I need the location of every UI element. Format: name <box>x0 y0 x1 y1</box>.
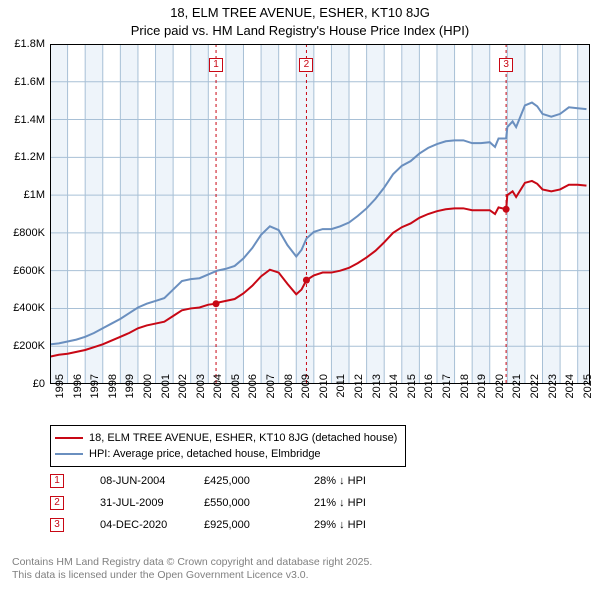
title-line1: 18, ELM TREE AVENUE, ESHER, KT10 8JG <box>0 4 600 22</box>
sale-row-price: £925,000 <box>204 519 314 531</box>
chart-container: 18, ELM TREE AVENUE, ESHER, KT10 8JG Pri… <box>0 0 600 590</box>
attribution-line1: Contains HM Land Registry data © Crown c… <box>12 556 372 569</box>
x-tick-label: 2011 <box>335 374 347 414</box>
sale-row-diff: 28% ↓ HPI <box>314 475 454 487</box>
sale-row: 231-JUL-2009£550,00021% ↓ HPI <box>45 492 454 514</box>
x-tick-label: 2024 <box>564 374 576 414</box>
y-tick-label: £200K <box>0 340 45 352</box>
sale-row-marker: 2 <box>50 496 64 510</box>
y-tick-label: £400K <box>0 302 45 314</box>
legend-label: 18, ELM TREE AVENUE, ESHER, KT10 8JG (de… <box>89 432 397 444</box>
x-tick-label: 2001 <box>160 374 172 414</box>
x-tick-label: 2000 <box>142 374 154 414</box>
y-tick-label: £1.2M <box>0 151 45 163</box>
x-tick-label: 2014 <box>388 374 400 414</box>
x-tick-label: 2002 <box>177 374 189 414</box>
x-tick-label: 1999 <box>124 374 136 414</box>
x-tick-label: 2009 <box>300 374 312 414</box>
sale-row: 304-DEC-2020£925,00029% ↓ HPI <box>45 514 454 536</box>
y-tick-label: £600K <box>0 265 45 277</box>
title-line2: Price paid vs. HM Land Registry's House … <box>0 22 600 40</box>
x-tick-label: 1998 <box>107 374 119 414</box>
x-tick-label: 2013 <box>371 374 383 414</box>
sale-row-price: £425,000 <box>204 475 314 487</box>
x-tick-label: 2006 <box>247 374 259 414</box>
legend-swatch <box>55 437 83 439</box>
x-tick-label: 2017 <box>441 374 453 414</box>
legend: 18, ELM TREE AVENUE, ESHER, KT10 8JG (de… <box>50 425 406 467</box>
x-tick-label: 2015 <box>406 374 418 414</box>
x-tick-label: 2025 <box>582 374 594 414</box>
sale-marker-1: 1 <box>209 58 223 72</box>
sale-row-diff: 21% ↓ HPI <box>314 497 454 509</box>
attribution: Contains HM Land Registry data © Crown c… <box>12 556 372 582</box>
attribution-line2: This data is licensed under the Open Gov… <box>12 569 372 582</box>
title-block: 18, ELM TREE AVENUE, ESHER, KT10 8JG Pri… <box>0 0 600 39</box>
plot-svg <box>50 44 590 384</box>
sale-row-marker: 1 <box>50 474 64 488</box>
x-tick-label: 1995 <box>54 374 66 414</box>
y-tick-label: £1M <box>0 189 45 201</box>
x-tick-label: 1996 <box>72 374 84 414</box>
sales-table: 108-JUN-2004£425,00028% ↓ HPI231-JUL-200… <box>45 470 454 536</box>
legend-label: HPI: Average price, detached house, Elmb… <box>89 448 321 460</box>
sale-marker-3: 3 <box>499 58 513 72</box>
x-tick-label: 2012 <box>353 374 365 414</box>
x-tick-label: 2023 <box>547 374 559 414</box>
sale-row-date: 31-JUL-2009 <box>64 497 204 509</box>
x-tick-label: 2016 <box>423 374 435 414</box>
x-tick-label: 2010 <box>318 374 330 414</box>
y-tick-label: £0 <box>0 378 45 390</box>
sale-row-price: £550,000 <box>204 497 314 509</box>
y-tick-label: £1.4M <box>0 114 45 126</box>
y-tick-label: £1.6M <box>0 76 45 88</box>
x-tick-label: 2018 <box>459 374 471 414</box>
x-tick-label: 2020 <box>494 374 506 414</box>
plot-area: 123£0£200K£400K£600K£800K£1M£1.2M£1.4M£1… <box>50 44 590 384</box>
x-tick-label: 2022 <box>529 374 541 414</box>
y-tick-label: £800K <box>0 227 45 239</box>
legend-item: HPI: Average price, detached house, Elmb… <box>55 446 397 462</box>
x-tick-label: 2003 <box>195 374 207 414</box>
y-tick-label: £1.8M <box>0 38 45 50</box>
x-tick-label: 2008 <box>283 374 295 414</box>
legend-swatch <box>55 453 83 455</box>
sale-row-date: 08-JUN-2004 <box>64 475 204 487</box>
x-tick-label: 2004 <box>212 374 224 414</box>
x-tick-label: 2005 <box>230 374 242 414</box>
sale-row-diff: 29% ↓ HPI <box>314 519 454 531</box>
sale-row: 108-JUN-2004£425,00028% ↓ HPI <box>45 470 454 492</box>
sale-marker-2: 2 <box>299 58 313 72</box>
sale-row-marker: 3 <box>50 518 64 532</box>
sale-row-date: 04-DEC-2020 <box>64 519 204 531</box>
x-tick-label: 2019 <box>476 374 488 414</box>
x-tick-label: 2007 <box>265 374 277 414</box>
legend-item: 18, ELM TREE AVENUE, ESHER, KT10 8JG (de… <box>55 430 397 446</box>
x-tick-label: 2021 <box>511 374 523 414</box>
x-tick-label: 1997 <box>89 374 101 414</box>
